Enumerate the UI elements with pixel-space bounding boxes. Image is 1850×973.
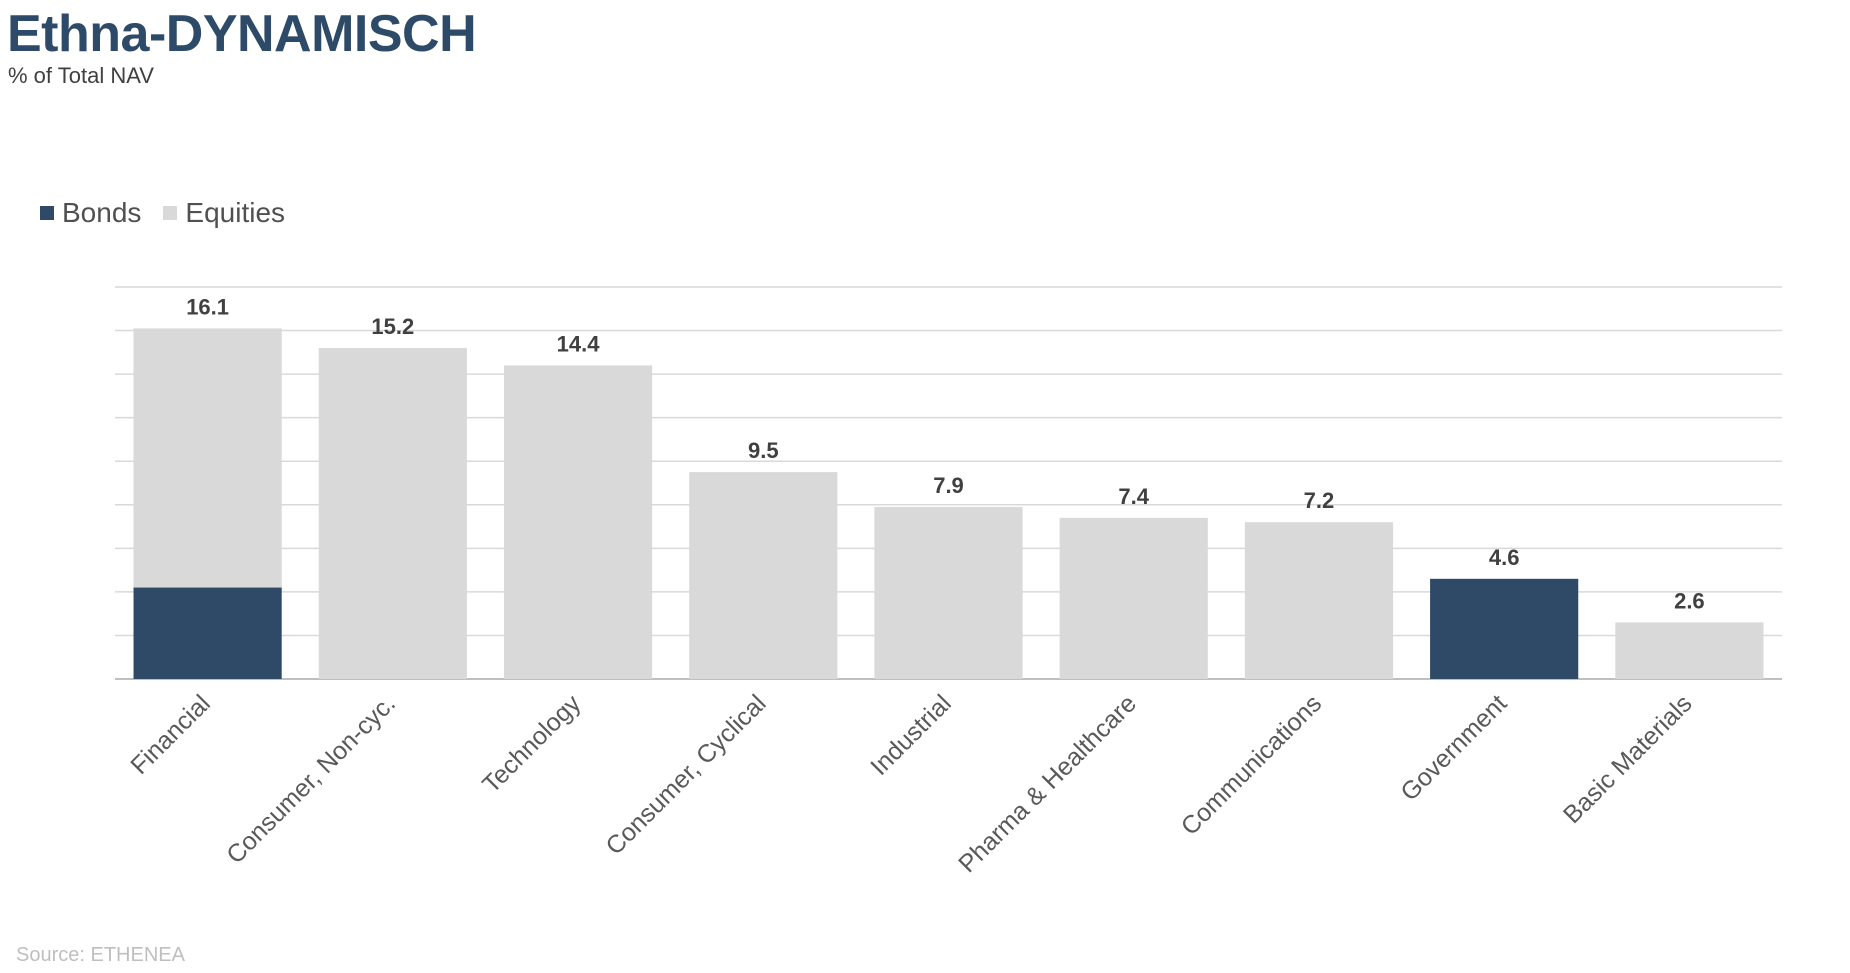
bar-equities-4 xyxy=(874,506,1023,679)
data-label: 7.2 xyxy=(1304,488,1335,513)
category-label: Pharma & Healthcare xyxy=(953,689,1142,878)
category-label: Financial xyxy=(125,689,216,780)
chart-subtitle: % of Total NAV xyxy=(8,63,154,88)
bar-bonds-7 xyxy=(1430,578,1579,679)
bar-equities-5 xyxy=(1059,517,1208,679)
legend-item-bonds: Bonds xyxy=(40,197,141,229)
bar-equities-0 xyxy=(133,328,282,588)
category-label: Consumer, Cyclical xyxy=(600,689,771,860)
chart-title: Ethna-DYNAMISCH xyxy=(7,5,477,63)
bar-equities-6 xyxy=(1244,522,1394,679)
legend-label-bonds: Bonds xyxy=(62,197,142,228)
legend-label-equities: Equities xyxy=(185,197,286,228)
category-label: Technology xyxy=(477,689,587,799)
category-label: Industrial xyxy=(865,689,957,781)
legend-swatch-bonds xyxy=(40,206,54,220)
legend-item-equities: Equities xyxy=(163,197,285,229)
source-note: Source: ETHENEA xyxy=(16,944,185,966)
category-label: Basic Materials xyxy=(1558,689,1698,829)
category-label: Communications xyxy=(1176,689,1327,840)
category-label: Consumer, Non-cyc. xyxy=(221,689,401,869)
data-label: 15.2 xyxy=(371,314,414,339)
bar-bonds-0 xyxy=(133,587,282,679)
bar-equities-8 xyxy=(1615,622,1764,679)
data-labels: 16.1 15.2 14.4 9.5 7.9 7.4 7.2 4.6 2.6 xyxy=(186,294,1704,613)
bar-equities-2 xyxy=(503,365,653,679)
category-labels: Financial Consumer, Non-cyc. Technology Con… xyxy=(125,689,1697,878)
data-label: 2.6 xyxy=(1674,588,1705,613)
bars xyxy=(133,328,1764,679)
data-label: 4.6 xyxy=(1489,545,1520,570)
category-label: Government xyxy=(1395,689,1512,806)
chart-legend: Bonds Equities xyxy=(40,197,307,229)
data-label: 16.1 xyxy=(186,294,229,319)
bar-equities-3 xyxy=(689,472,838,679)
legend-swatch-equities xyxy=(163,206,178,220)
bar-equities-1 xyxy=(318,347,467,679)
data-label: 7.9 xyxy=(933,473,964,498)
data-label: 9.5 xyxy=(748,438,779,463)
data-label: 14.4 xyxy=(557,331,601,356)
data-label: 7.4 xyxy=(1118,484,1149,509)
